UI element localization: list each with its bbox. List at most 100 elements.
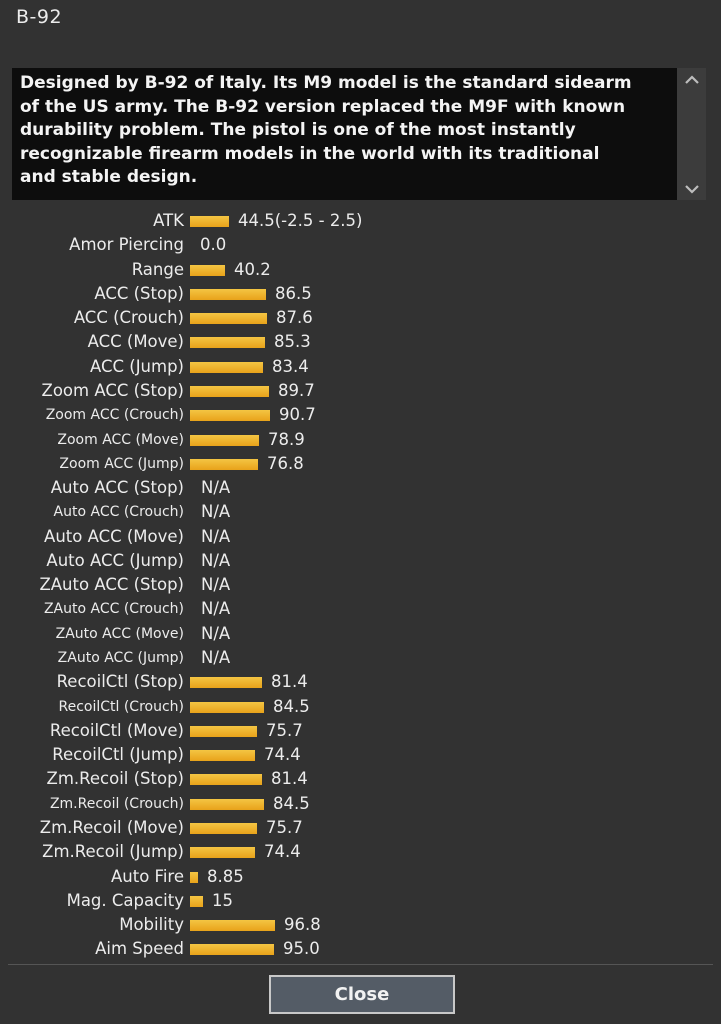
stat-bar (190, 750, 255, 762)
stat-value: 75.7 (266, 818, 303, 837)
stat-label: Zm.Recoil (Move) (39, 818, 184, 837)
stat-label: RecoilCtl (Crouch) (58, 698, 184, 715)
stat-row: ACC (Jump) 83.4 (0, 355, 721, 379)
stat-row: Aim Speed 95.0 (0, 937, 721, 961)
stat-row: Auto ACC (Stop) N/A (0, 476, 721, 500)
stat-row: Amor Piercing 0.0 (0, 233, 721, 257)
stat-label: ACC (Crouch) (73, 308, 184, 328)
stat-bar (190, 774, 262, 786)
stat-row: Auto ACC (Move) N/A (0, 525, 721, 549)
stat-value: 75.7 (266, 720, 303, 740)
stat-value: 81.4 (271, 672, 308, 692)
stat-label: Mobility (119, 915, 184, 935)
stat-value: N/A (201, 526, 231, 546)
stat-label: Zm.Recoil (Stop) (46, 769, 184, 789)
stat-bar (190, 434, 259, 446)
stat-row: Zm.Recoil (Stop) 81.4 (0, 767, 721, 791)
stat-label: Zm.Recoil (Jump) (42, 842, 184, 862)
close-button[interactable]: Close (269, 975, 455, 1014)
stat-value: 15 (212, 890, 233, 910)
stat-label: Auto ACC (Crouch) (53, 504, 184, 521)
stat-bar (190, 264, 225, 276)
stat-value: N/A (201, 599, 231, 619)
description-line: Designed by B-92 of Italy. Its M9 model … (20, 73, 632, 93)
stat-bar (190, 313, 267, 325)
stat-label: Zoom ACC (Move) (57, 431, 184, 448)
stat-label: Zm.Recoil (Crouch) (49, 795, 184, 812)
description-scrollbar[interactable] (677, 68, 706, 200)
window-title: B-92 (16, 6, 63, 28)
stat-label: Zoom ACC (Crouch) (45, 407, 184, 424)
stat-value: N/A (201, 502, 231, 522)
stat-label: Auto ACC (Stop) (50, 478, 184, 498)
stat-label: ZAuto ACC (Crouch) (43, 601, 184, 618)
stat-row: Zm.Recoil (Crouch) 84.5 (0, 792, 721, 816)
stat-value: 87.6 (276, 308, 313, 328)
stat-row: ACC (Stop) 86.5 (0, 282, 721, 306)
stat-bar (190, 847, 255, 859)
stat-value: 78.9 (268, 429, 305, 449)
stat-value: 81.4 (271, 769, 308, 789)
stat-row: Zoom ACC (Move) 78.9 (0, 428, 721, 452)
stat-bar (190, 410, 270, 422)
stat-row: RecoilCtl (Crouch) 84.5 (0, 695, 721, 719)
stat-value: 8.85 (207, 866, 244, 886)
stat-bar (190, 458, 258, 470)
stat-value: 44.5(-2.5 - 2.5) (238, 211, 363, 230)
stat-value: 40.2 (234, 259, 271, 279)
stat-row: Auto Fire 8.85 (0, 865, 721, 889)
chevron-up-icon[interactable] (677, 68, 706, 90)
stat-row: ATK 44.5(-2.5 - 2.5) (0, 209, 721, 233)
stat-label: Zoom ACC (Jump) (59, 455, 184, 472)
stat-row: ACC (Crouch) 87.6 (0, 306, 721, 330)
stat-value: 84.5 (273, 793, 310, 813)
stat-label: Auto ACC (Jump) (46, 550, 184, 570)
stat-value: 89.7 (278, 380, 315, 400)
stat-bar (190, 216, 229, 227)
scroll-track[interactable] (681, 92, 702, 176)
stat-label: RecoilCtl (Jump) (52, 745, 184, 765)
stat-bar (190, 823, 257, 834)
stat-value: 95.0 (283, 939, 320, 959)
stat-value: 90.7 (279, 405, 316, 425)
stat-bar (190, 385, 269, 397)
stat-bar (190, 798, 264, 810)
stat-label: Range (131, 259, 184, 279)
description-line: durability problem. The pistol is one of… (20, 120, 576, 141)
stat-row: Auto ACC (Jump) N/A (0, 549, 721, 573)
stat-row: RecoilCtl (Move) 75.7 (0, 719, 721, 743)
stat-label: ACC (Jump) (89, 356, 184, 376)
stat-value: 96.8 (284, 915, 321, 935)
stat-label: Zoom ACC (Stop) (41, 380, 184, 400)
stat-value: 74.4 (264, 745, 301, 765)
stat-value: N/A (201, 648, 231, 668)
stat-bar (190, 871, 198, 883)
description-line: of the US army. The B-92 version replace… (20, 96, 626, 117)
stat-row: ACC (Move) 85.3 (0, 330, 721, 354)
stat-row: Range 40.2 (0, 258, 721, 282)
stat-value: 74.4 (264, 842, 301, 862)
stat-row: RecoilCtl (Jump) 74.4 (0, 743, 721, 767)
stat-bar (190, 701, 264, 713)
stat-row: Zoom ACC (Jump) 76.8 (0, 452, 721, 476)
stat-row: ZAuto ACC (Crouch) N/A (0, 597, 721, 621)
stat-label: Amor Piercing (69, 235, 184, 255)
stat-row: ZAuto ACC (Stop) N/A (0, 573, 721, 597)
stat-value: 86.5 (275, 283, 312, 303)
stat-row: RecoilCtl (Stop) 81.4 (0, 670, 721, 694)
description-text: Designed by B-92 of Italy. Its M9 model … (20, 72, 670, 190)
stat-row: Zm.Recoil (Move) 75.7 (0, 816, 721, 840)
stat-label: RecoilCtl (Move) (49, 720, 184, 740)
stat-value: 84.5 (273, 696, 310, 716)
stat-label: ZAuto ACC (Stop) (39, 575, 184, 595)
stat-bar (190, 895, 203, 907)
stat-bar (190, 725, 257, 737)
chevron-down-icon[interactable] (677, 178, 706, 200)
stat-label: Auto ACC (Move) (44, 526, 184, 546)
stat-bar (190, 361, 263, 373)
stat-label: Mag. Capacity (66, 890, 184, 910)
description-panel[interactable]: Designed by B-92 of Italy. Its M9 model … (12, 68, 706, 200)
stat-row: Zoom ACC (Crouch) 90.7 (0, 403, 721, 427)
stat-row: Zoom ACC (Stop) 89.7 (0, 379, 721, 403)
stat-row: Auto ACC (Crouch) N/A (0, 500, 721, 524)
